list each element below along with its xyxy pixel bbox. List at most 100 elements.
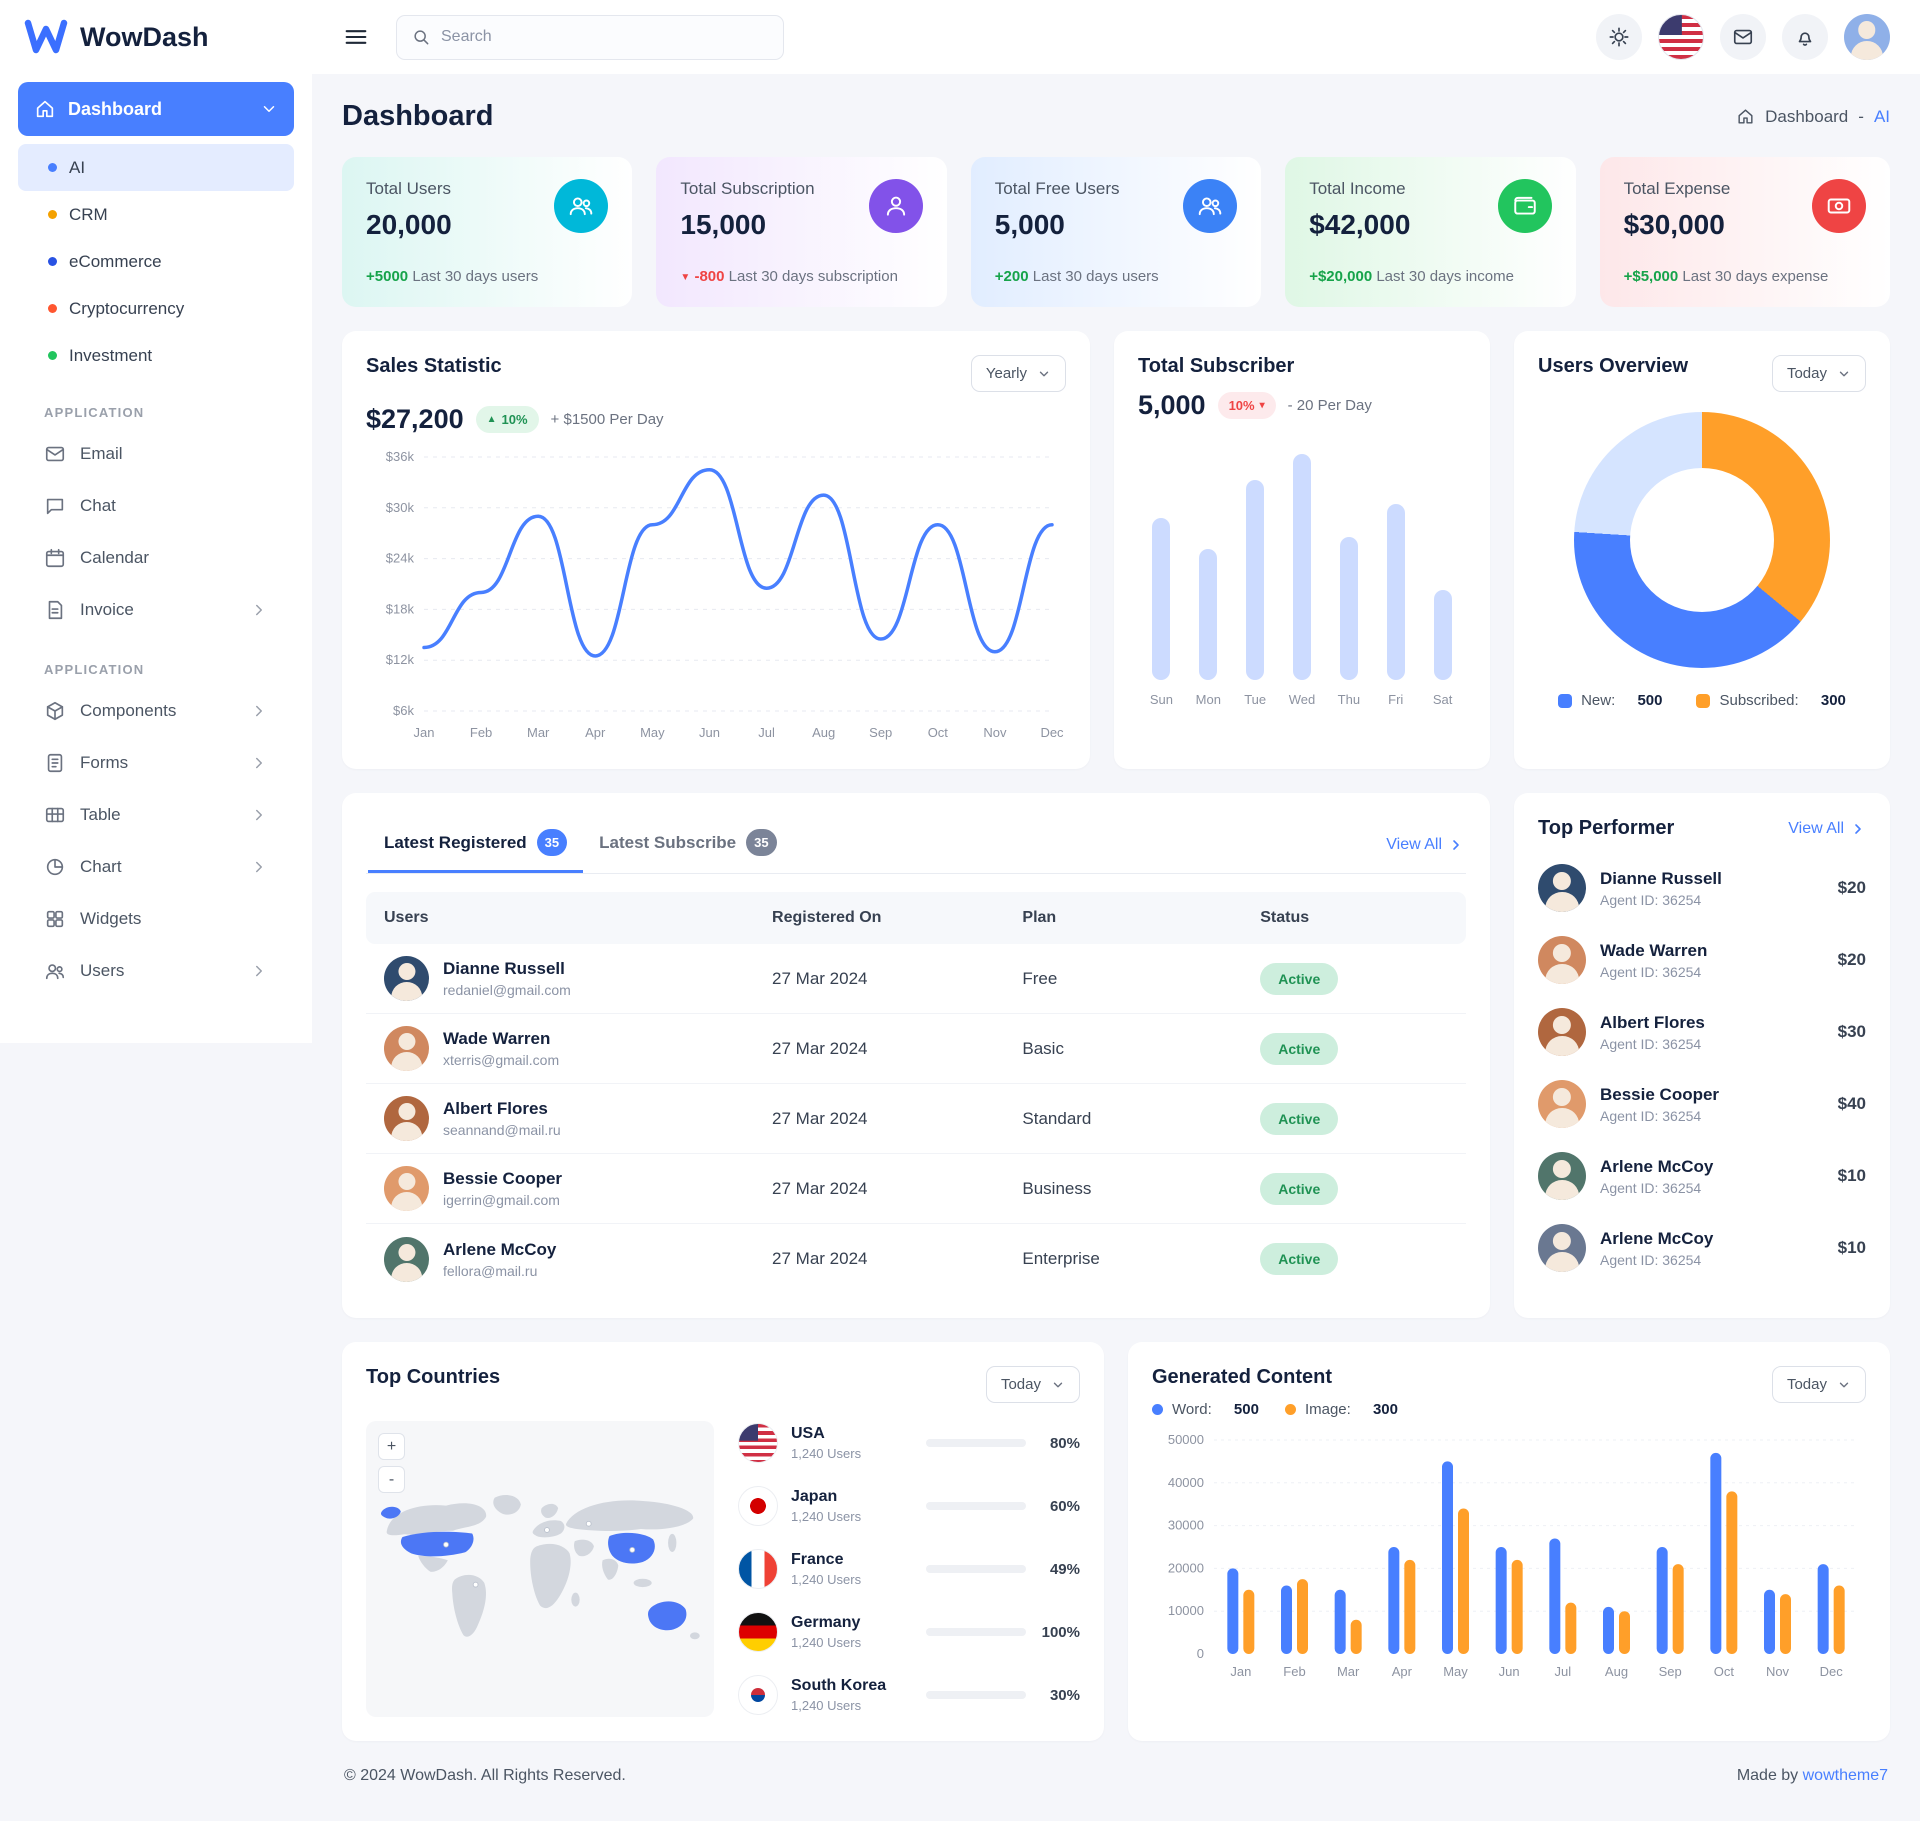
france-flag-icon	[738, 1549, 778, 1589]
sales-period-select[interactable]: Yearly	[970, 355, 1066, 392]
theme-toggle-button[interactable]	[1596, 14, 1642, 60]
sidebar-item-label: CRM	[69, 204, 108, 224]
search-box[interactable]	[396, 14, 784, 60]
country-list-item[interactable]: Japan 1,240 Users 60%	[738, 1486, 1080, 1526]
table-row[interactable]: Wade Warren xterris@gmail.com 27 Mar 2024…	[366, 1014, 1466, 1084]
stat-card-total-income: Total Income $42,000 +$20,000 Last 30 day…	[1285, 157, 1576, 307]
percent-value: 100%	[1041, 1623, 1080, 1641]
users-overview-period-select[interactable]: Today	[1771, 355, 1866, 392]
world-map[interactable]: + -	[366, 1421, 714, 1717]
sidebar-item-cryptocurrency[interactable]: Cryptocurrency	[18, 285, 294, 332]
sidebar-item-email[interactable]: Email	[18, 428, 294, 480]
table-row[interactable]: Dianne Russell redaniel@gmail.com 27 Mar …	[366, 944, 1466, 1014]
performer-amount: $20	[1837, 878, 1866, 897]
performer-list-item[interactable]: Dianne Russell Agent ID: 36254 $20	[1538, 852, 1866, 924]
card-title: Generated Content	[1152, 1366, 1333, 1388]
subscriber-value: 5,000	[1138, 390, 1206, 420]
table-row[interactable]: Albert Flores seannand@mail.ru 27 Mar 202…	[366, 1084, 1466, 1154]
sidebar-toggle-button[interactable]	[342, 20, 376, 54]
country-list-item[interactable]: South Korea 1,240 Users 30%	[738, 1675, 1080, 1715]
top-countries-card: Top Countries Today	[342, 1342, 1104, 1741]
stat-card-total-free-users: Total Free Users 5,000 +200 Last 30 days …	[970, 157, 1262, 307]
sidebar-item-dashboard[interactable]: Dashboard	[18, 82, 294, 136]
invoice-icon	[48, 600, 63, 620]
user-avatar[interactable]	[1844, 14, 1890, 60]
top-countries-period-select[interactable]: Today	[985, 1366, 1080, 1403]
sidebar-item-users[interactable]: Users	[18, 945, 294, 997]
search-input[interactable]	[441, 28, 769, 46]
column-header: Plan	[1022, 909, 1057, 926]
sales-value: $27,200	[366, 404, 464, 434]
view-all-link[interactable]: View All	[1386, 836, 1464, 854]
sidebar-item-calendar[interactable]: Calendar	[18, 532, 294, 584]
sidebar-item-investment[interactable]: Investment	[18, 332, 294, 379]
trend-down-icon: ▼	[680, 272, 691, 283]
country-list-item[interactable]: USA 1,240 Users 80%	[738, 1423, 1080, 1463]
performer-list-item[interactable]: Wade Warren Agent ID: 36254 $20	[1538, 924, 1866, 996]
tab-latest-registered[interactable]: Latest Registered 35	[368, 817, 584, 873]
chevron-down-icon	[1053, 1382, 1063, 1387]
registered-date: 27 Mar 2024	[772, 1038, 868, 1058]
avatar	[1538, 1008, 1586, 1056]
sidebar-item-chart[interactable]: Chart	[18, 841, 294, 893]
brand-logo[interactable]: WowDash	[0, 0, 312, 74]
country-list-item[interactable]: France 1,240 Users 49%	[738, 1549, 1080, 1589]
svg-text:10000: 10000	[1168, 1603, 1204, 1618]
performer-list-item[interactable]: Albert Flores Agent ID: 36254 $30	[1538, 996, 1866, 1068]
plan: Basic	[1022, 1038, 1064, 1058]
user-name: Albert Flores	[443, 1099, 548, 1118]
messages-button[interactable]	[1720, 14, 1766, 60]
sidebar-item-widgets[interactable]: Widgets	[18, 893, 294, 945]
sidebar-item-invoice[interactable]: Invoice	[18, 584, 294, 636]
avatar	[1538, 1224, 1586, 1272]
sidebar-item-forms[interactable]: Forms	[18, 737, 294, 789]
plan: Enterprise	[1022, 1249, 1100, 1268]
tab-latest-subscribe[interactable]: Latest Subscribe 35	[583, 817, 792, 873]
status-badge: Active	[1260, 1032, 1339, 1065]
table-row[interactable]: Bessie Cooper igerrin@gmail.com 27 Mar 20…	[366, 1154, 1466, 1224]
svg-text:Mar: Mar	[527, 725, 550, 740]
progress-bar	[926, 1628, 1026, 1636]
page-title: Dashboard	[342, 100, 494, 132]
performer-list-item[interactable]: Arlene McCoy Agent ID: 36254 $10	[1538, 1140, 1866, 1212]
stat-title: Total Income	[1309, 179, 1406, 198]
subscriber-badge[interactable]: 10% ▾	[1217, 392, 1276, 419]
wowtheme7-link[interactable]: wowtheme7	[1802, 1767, 1888, 1784]
sidebar-item-components[interactable]: Components	[18, 685, 294, 737]
sidebar-item-ai[interactable]: AI	[18, 144, 294, 191]
user-email: fellora@mail.ru	[443, 1262, 538, 1279]
home-icon	[36, 100, 54, 118]
sidebar-item-table[interactable]: Table	[18, 789, 294, 841]
view-all-link[interactable]: View All	[1788, 820, 1866, 838]
zoom-in-button[interactable]: +	[378, 1433, 405, 1460]
country-list-item[interactable]: Germany 1,240 Users 100%	[738, 1612, 1080, 1652]
home-icon	[1738, 109, 1753, 124]
sidebar-item-label: AI	[69, 157, 86, 177]
svg-text:$36k: $36k	[386, 449, 415, 464]
performer-amount: $30	[1837, 1022, 1866, 1041]
language-flag-button[interactable]	[1658, 14, 1704, 60]
sidebar-item-chat[interactable]: Chat	[18, 480, 294, 532]
progress-bar	[926, 1502, 1026, 1510]
svg-text:0: 0	[1197, 1646, 1204, 1661]
notifications-button[interactable]	[1782, 14, 1828, 60]
zoom-out-button[interactable]: -	[378, 1466, 405, 1493]
generated-period-select[interactable]: Today	[1771, 1366, 1866, 1403]
sidebar-item-ecommerce[interactable]: eCommerce	[18, 238, 294, 285]
performer-list-item[interactable]: Arlene McCoy Agent ID: 36254 $10	[1538, 1212, 1866, 1284]
investment-dot-icon	[48, 351, 57, 360]
user-name: Wade Warren	[443, 1029, 551, 1048]
top-performer-card: Top Performer View All Dianne Russell Age…	[1514, 793, 1890, 1318]
x-axis-label: Wed	[1288, 692, 1316, 707]
svg-text:Jan: Jan	[1230, 1664, 1251, 1679]
svg-text:$24k: $24k	[386, 551, 415, 566]
performer-list-item[interactable]: Bessie Cooper Agent ID: 36254 $40	[1538, 1068, 1866, 1140]
stat-cards-row: Total Users 20,000 +5000 Last 30 days use…	[342, 157, 1890, 307]
table-row[interactable]: Arlene McCoy fellora@mail.ru 27 Mar 2024 …	[366, 1224, 1466, 1294]
sidebar-item-crm[interactable]: CRM	[18, 191, 294, 238]
chevron-down-icon	[1839, 1382, 1849, 1387]
breadcrumb-root[interactable]: Dashboard	[1765, 106, 1849, 126]
sidebar-item-label: Chat	[80, 496, 116, 515]
stat-value: 20,000	[366, 209, 452, 240]
registered-date: 27 Mar 2024	[772, 968, 868, 988]
